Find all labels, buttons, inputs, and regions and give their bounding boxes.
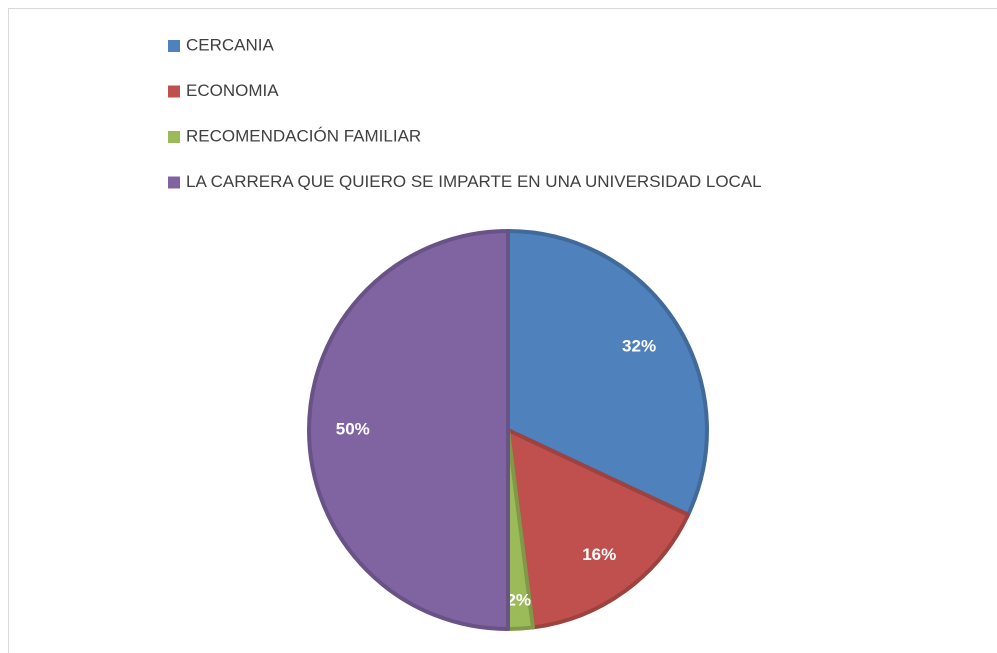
pie-slice xyxy=(506,428,691,630)
legend-swatch xyxy=(168,40,180,52)
legend-label: ECONOMIA xyxy=(186,81,279,100)
legend-label: LA CARRERA QUE QUIERO SE IMPARTE EN UNA … xyxy=(186,172,762,191)
data-label: 50% xyxy=(336,419,370,438)
data-label: 2% xyxy=(506,590,531,609)
legend-swatch xyxy=(168,131,180,143)
pie-slice xyxy=(506,229,709,517)
legend-label: CERCANIA xyxy=(186,35,275,54)
legend-swatch xyxy=(168,176,180,189)
legend-swatch xyxy=(168,85,180,98)
legend-label: RECOMENDACIÓN FAMILIAR xyxy=(186,126,421,145)
data-label: 16% xyxy=(582,545,616,564)
data-label: 32% xyxy=(622,336,656,355)
pie-slice xyxy=(307,229,510,631)
